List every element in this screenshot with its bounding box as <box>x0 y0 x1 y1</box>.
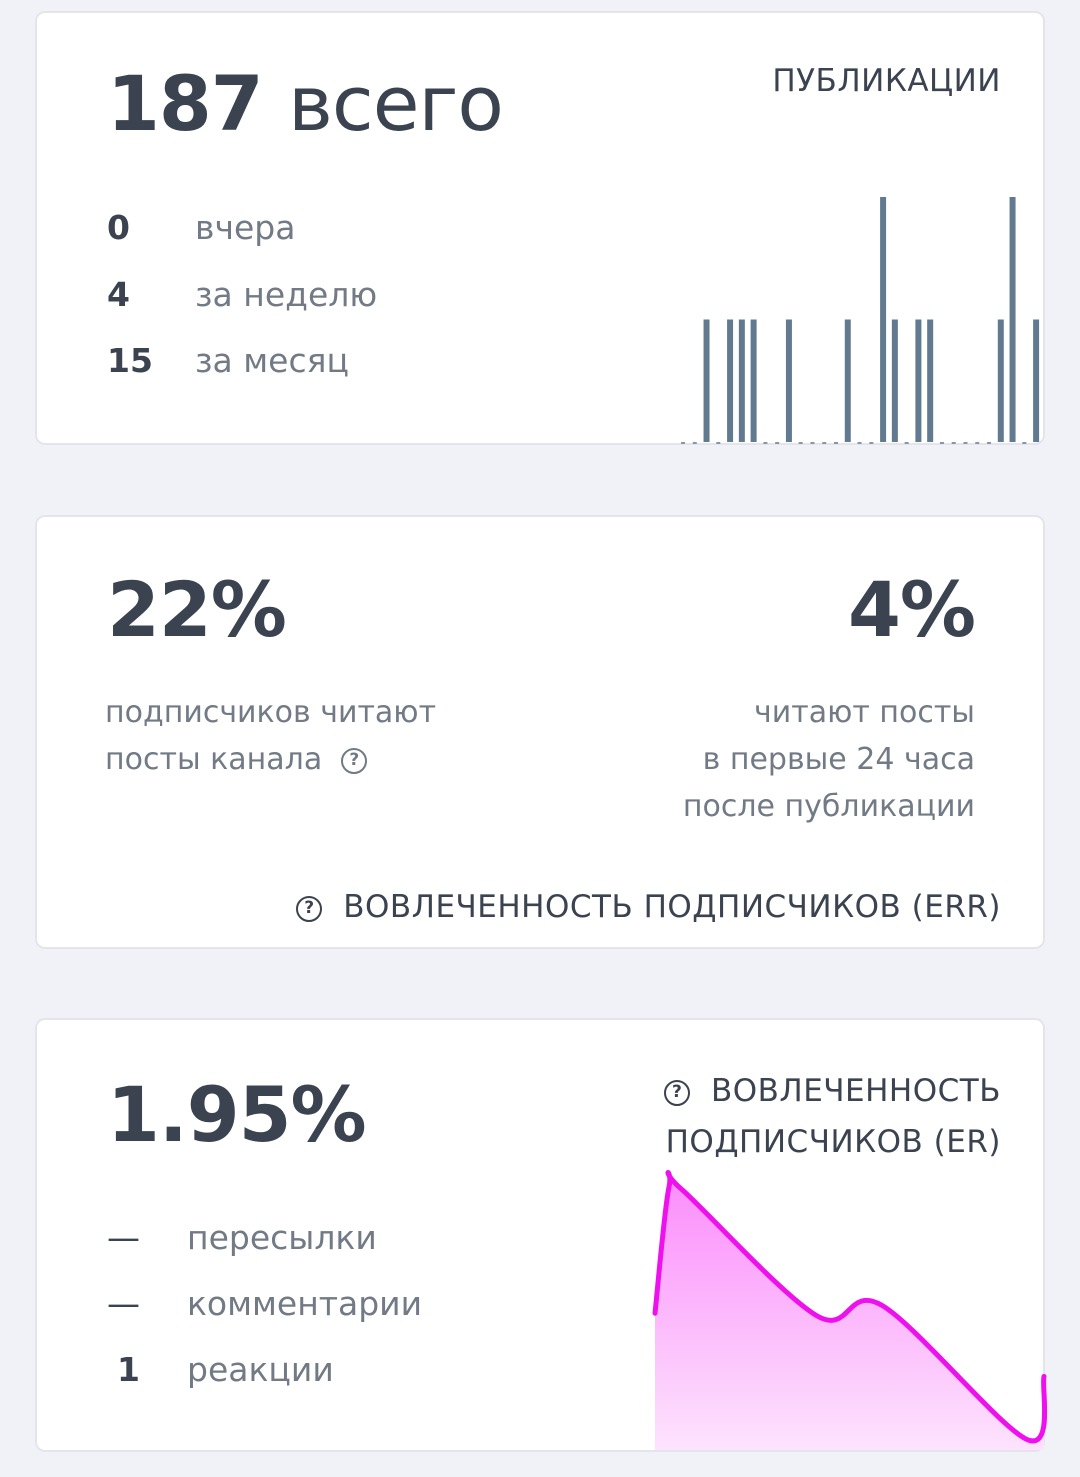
stat-value: — <box>107 1284 140 1323</box>
stat-value: — <box>107 1218 140 1257</box>
er-value: 1.95% <box>107 1070 367 1159</box>
bar-zero <box>692 442 697 444</box>
stat-label: реакции <box>187 1350 334 1389</box>
bar <box>927 319 934 442</box>
bar-zero <box>1022 442 1027 444</box>
bar-zero <box>834 442 839 444</box>
bar <box>997 319 1004 442</box>
bar <box>880 197 887 442</box>
er-title: ПОДПИСЧИКОВ (ER) <box>665 1124 1001 1160</box>
bar <box>703 319 710 442</box>
er-area-chart <box>652 1170 1047 1450</box>
bar-zero <box>987 442 992 444</box>
bar-zero <box>775 442 780 444</box>
bar <box>891 319 898 442</box>
bar-zero <box>681 442 685 444</box>
help-icon[interactable]: ? <box>296 895 323 922</box>
bar-zero <box>822 442 827 444</box>
stat-value: 1 <box>117 1350 140 1389</box>
stat-label: пересылки <box>187 1218 377 1257</box>
err-left-text: подписчиков читают <box>105 695 437 730</box>
stat-label: за неделю <box>195 275 378 314</box>
area-line <box>652 1170 1047 1444</box>
bar <box>1009 197 1016 442</box>
err-card: 22% 4% подписчиков читают посты канала ?… <box>35 515 1045 949</box>
publications-bar-chart <box>681 197 1040 444</box>
publications-card: 187 всего ПУБЛИКАЦИИ 0 вчера 4 за неделю… <box>35 11 1045 445</box>
err-right-text: в первые 24 часа <box>702 742 975 777</box>
bar-zero <box>869 442 874 444</box>
bar-zero <box>810 442 815 444</box>
bar-zero <box>975 442 980 444</box>
bar <box>844 319 851 442</box>
stat-value: 0 <box>107 208 130 247</box>
stat-label: вчера <box>195 208 296 247</box>
bar-zero <box>857 442 862 444</box>
stat-label: за месяц <box>195 341 349 380</box>
er-title: ВОВЛЕЧЕННОСТЬ <box>710 1073 1001 1109</box>
publications-total: 187 всего <box>107 59 504 148</box>
bar <box>727 319 734 442</box>
help-icon[interactable]: ? <box>341 747 368 774</box>
bar-zero <box>963 442 968 444</box>
err-left-text: посты канала <box>105 742 323 777</box>
bar-zero <box>951 442 956 444</box>
bar <box>1033 319 1040 442</box>
err-right-text: читают посты <box>754 695 975 730</box>
publications-title: ПУБЛИКАЦИИ <box>772 63 1001 99</box>
help-icon[interactable]: ? <box>664 1079 691 1106</box>
bar-zero <box>716 442 721 444</box>
err-24h-value: 4% <box>847 565 976 654</box>
bar <box>785 319 792 442</box>
er-card: 1.95% ? ВОВЛЕЧЕННОСТЬ ПОДПИСЧИКОВ (ER) —… <box>35 1018 1047 1452</box>
bar-zero <box>904 442 909 444</box>
bar <box>750 319 757 442</box>
err-subscribers-value: 22% <box>107 565 287 654</box>
err-title: ВОВЛЕЧЕННОСТЬ ПОДПИСЧИКОВ (ERR) <box>343 889 1001 925</box>
bar-zero <box>763 442 768 444</box>
stat-label: комментарии <box>187 1284 423 1323</box>
bar-zero <box>939 442 944 444</box>
stat-value: 4 <box>107 275 130 314</box>
bar-zero <box>798 442 803 444</box>
stat-value: 15 <box>107 341 153 380</box>
err-right-text: после публикации <box>682 789 975 824</box>
bar <box>915 319 922 442</box>
bar <box>738 319 745 442</box>
